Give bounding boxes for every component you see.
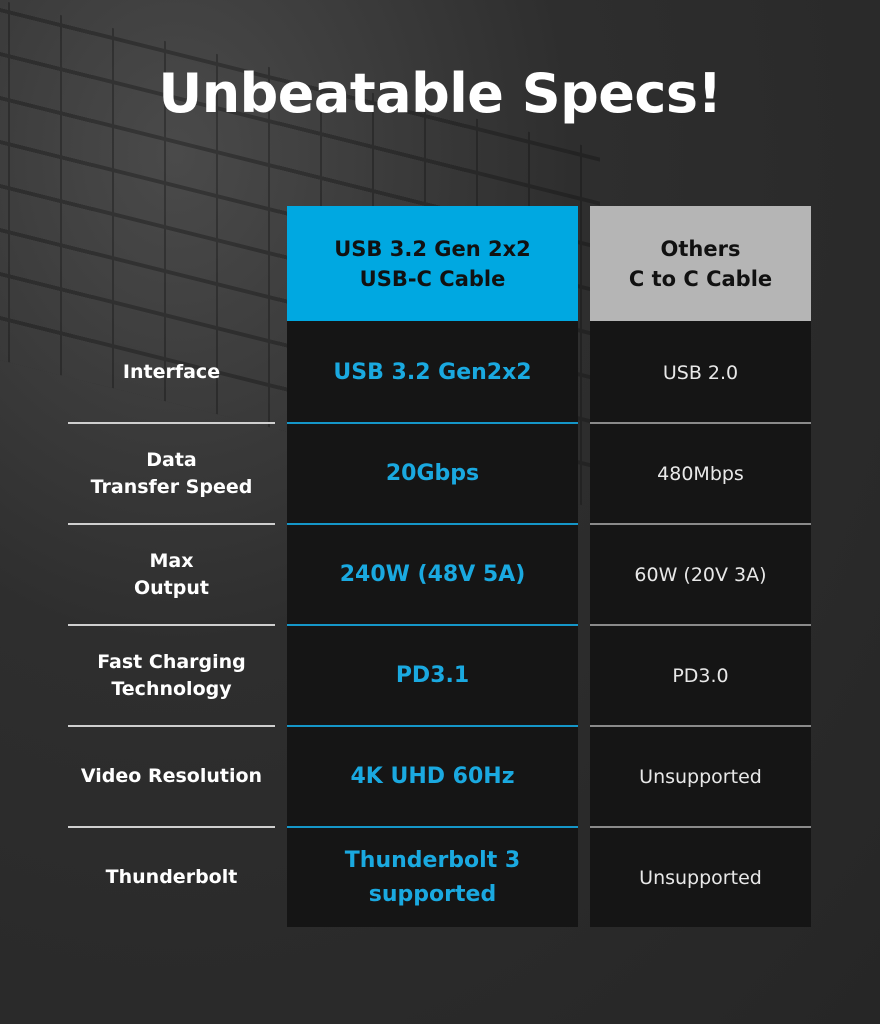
others-cell: Unsupported	[590, 826, 811, 927]
others-cell: PD3.0	[590, 624, 811, 725]
others-cell: 60W (20V 3A)	[590, 523, 811, 624]
others-cell: USB 2.0	[590, 321, 811, 422]
our-cell: 4K UHD 60Hz	[287, 725, 578, 826]
our-cell: PD3.1	[287, 624, 578, 725]
page-title: Unbeatable Specs!	[158, 62, 722, 125]
our-cable-column: USB 3.2 Gen 2x2 USB-C Cable USB 3.2 Gen2…	[287, 206, 578, 927]
our-cell: 240W (48V 5A)	[287, 523, 578, 624]
others-cell: Unsupported	[590, 725, 811, 826]
others-header: Others C to C Cable	[590, 206, 811, 321]
others-cell: 480Mbps	[590, 422, 811, 523]
row-label: Max Output	[68, 523, 275, 624]
our-cable-header: USB 3.2 Gen 2x2 USB-C Cable	[287, 206, 578, 321]
our-cell: 20Gbps	[287, 422, 578, 523]
row-label: Data Transfer Speed	[68, 422, 275, 523]
our-cell: USB 3.2 Gen2x2	[287, 321, 578, 422]
our-cell: Thunderbolt 3 supported	[287, 826, 578, 927]
row-label: Video Resolution	[68, 725, 275, 826]
spec-labels: Interface Data Transfer Speed Max Output…	[68, 321, 275, 927]
row-label: Fast Charging Technology	[68, 624, 275, 725]
row-label: Interface	[122, 361, 221, 383]
others-column: Others C to C Cable USB 2.0 480Mbps 60W …	[590, 206, 811, 927]
row-label: Thunderbolt	[68, 826, 275, 927]
